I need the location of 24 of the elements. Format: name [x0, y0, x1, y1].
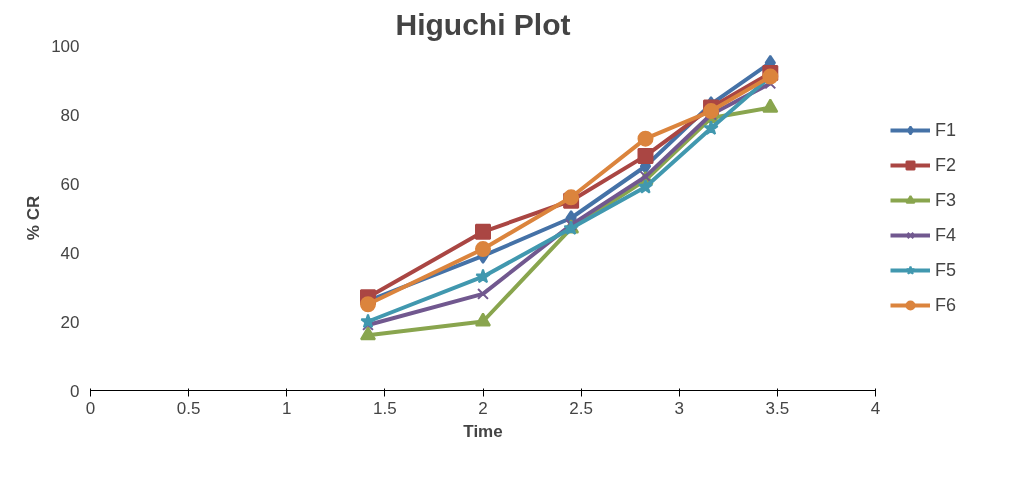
y-tick-label: 60	[60, 174, 80, 194]
x-tick-label: 4	[870, 398, 881, 418]
x-axis-title: Time	[463, 421, 503, 441]
x-tick-label: 2.5	[569, 398, 593, 418]
x-tick-label: 3	[674, 398, 684, 418]
legend-label: F1	[935, 119, 957, 141]
x-tick-label: 1.5	[373, 398, 397, 418]
legend-label: F5	[935, 259, 957, 281]
y-tick-label: 20	[60, 312, 80, 332]
chart-title: Higuchi Plot	[395, 7, 571, 41]
x-tick-label: 0.5	[176, 398, 201, 418]
x-tick-label: 0	[85, 398, 96, 418]
x-tick-label: 3.5	[765, 398, 790, 418]
legend-label: F3	[935, 189, 957, 211]
legend-label: F6	[935, 294, 957, 316]
x-tick-label: 2	[478, 398, 488, 418]
x-tick-label: 1	[282, 398, 292, 418]
y-tick-label: 40	[60, 243, 80, 263]
legend-label: F2	[935, 154, 957, 176]
y-tick-label: 0	[70, 381, 80, 401]
legend-label: F4	[935, 224, 957, 246]
y-tick-label: 80	[60, 105, 80, 125]
y-tick-label: 100	[51, 36, 80, 56]
y-axis-title: % CR	[24, 195, 44, 241]
